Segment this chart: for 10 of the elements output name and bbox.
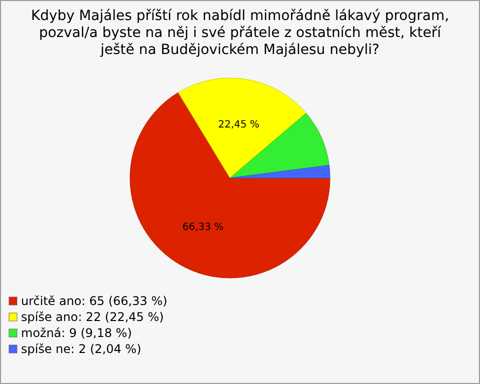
pie-slice bbox=[230, 164, 330, 178]
chart-title: Kdyby Majáles příští rok nabídl mimořádně lákavý program, pozval/a byste na něj i své přátele z ostatních měst, kteří ještě na Budějovickém Majálesu nebyli? bbox=[30, 8, 450, 58]
data-label: 22,45 % bbox=[218, 120, 260, 131]
data-label: 66,33 % bbox=[182, 222, 224, 233]
legend-label: spíše ano: 22 (22,45 %) bbox=[21, 310, 164, 324]
legend-label: spíše ne: 2 (2,04 %) bbox=[21, 342, 142, 356]
legend-label: možná: 9 (9,18 %) bbox=[21, 326, 132, 340]
pie-slice bbox=[178, 78, 306, 178]
legend-label: určitě ano: 65 (66,33 %) bbox=[21, 294, 168, 308]
pie-slice bbox=[130, 92, 330, 278]
